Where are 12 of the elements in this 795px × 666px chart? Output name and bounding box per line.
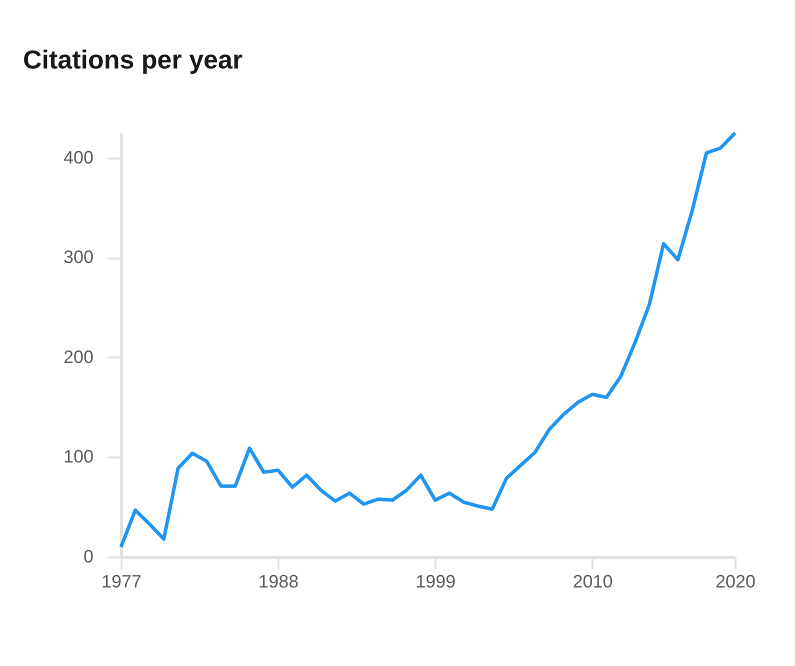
line-series (119, 131, 737, 549)
x-tick-label: 1999 (416, 572, 456, 592)
x-tick-label: 2010 (572, 572, 613, 592)
y-tick-label: 400 (63, 147, 94, 168)
y-tick-label: 200 (63, 346, 94, 367)
x-tick-label: 2020 (715, 572, 756, 592)
x-tick-label: 1977 (101, 572, 142, 592)
y-tick-label: 0 (83, 546, 94, 566)
chart-title: Citations per year (22, 44, 243, 74)
y-tick-label: 100 (63, 446, 94, 467)
x-tick-label: 1988 (258, 572, 299, 592)
y-tick-label: 300 (63, 247, 94, 268)
